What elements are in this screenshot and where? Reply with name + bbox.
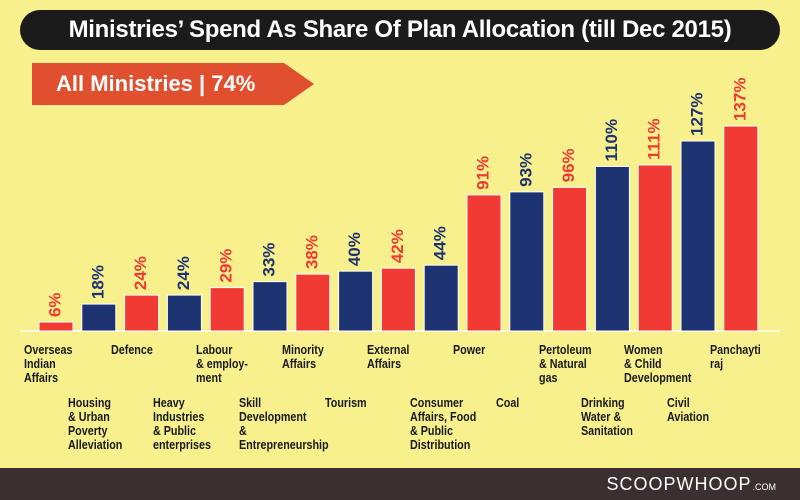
category-label: Pertoleum & Natural gas bbox=[538, 343, 592, 385]
category-label: Housing & Urban Poverty Alleviation bbox=[67, 396, 123, 452]
category-label: Consumer Affairs, Food & Public Distribu… bbox=[410, 396, 477, 452]
category-label: Tourism bbox=[324, 396, 367, 410]
category-label: Minority Affairs bbox=[281, 343, 324, 371]
bar bbox=[338, 270, 374, 332]
value-label: 42% bbox=[388, 229, 407, 263]
bar bbox=[552, 186, 588, 332]
value-label: 18% bbox=[88, 265, 107, 299]
value-label: 24% bbox=[131, 256, 150, 290]
value-label: 93% bbox=[516, 153, 535, 187]
category-label: Heavy Industries & Public enterprises bbox=[153, 396, 212, 452]
value-label: 33% bbox=[259, 243, 278, 277]
chart-title: Ministries’ Spend As Share Of Plan Alloc… bbox=[20, 10, 780, 50]
value-label: 38% bbox=[302, 235, 321, 269]
bar bbox=[680, 140, 716, 332]
bar bbox=[295, 273, 331, 332]
bar bbox=[38, 321, 74, 332]
category-label: External Affairs bbox=[367, 343, 410, 371]
bar bbox=[252, 281, 288, 332]
category-label: Women & Child Development bbox=[624, 343, 692, 385]
brand-suffix: .COM bbox=[752, 481, 777, 492]
category-label: Skill Development & Entrepreneurship bbox=[239, 396, 329, 452]
brand-logo: SCOOPWHOOP bbox=[606, 473, 752, 494]
value-label: 44% bbox=[431, 226, 450, 260]
category-label: Drinking Water & Sanitation bbox=[581, 396, 634, 438]
value-label: 96% bbox=[559, 148, 578, 182]
value-label: 111% bbox=[645, 118, 664, 160]
bar bbox=[124, 294, 160, 332]
bar bbox=[509, 191, 545, 332]
bar bbox=[423, 264, 459, 332]
summary-badge: All Ministries | 74% bbox=[32, 63, 314, 105]
category-label: Labour & employ- ment bbox=[196, 343, 249, 385]
value-label: 137% bbox=[730, 78, 749, 121]
value-label: 6% bbox=[45, 292, 64, 317]
category-label: Panchayti raj bbox=[709, 343, 761, 371]
value-label: 29% bbox=[217, 249, 236, 283]
category-label: Civil Aviation bbox=[667, 396, 710, 424]
bar bbox=[594, 165, 630, 332]
value-label: 91% bbox=[473, 156, 492, 190]
value-label: 24% bbox=[174, 256, 193, 290]
bar bbox=[166, 294, 202, 332]
bar bbox=[380, 267, 416, 332]
category-label: Overseas Indian Affairs bbox=[24, 343, 73, 385]
bar bbox=[637, 164, 673, 332]
bar bbox=[723, 125, 759, 332]
value-label: 40% bbox=[345, 232, 364, 266]
category-label: Coal bbox=[495, 396, 520, 410]
bar bbox=[209, 287, 245, 332]
footer-bar: SCOOPWHOOP .COM bbox=[0, 468, 800, 500]
bar bbox=[466, 194, 502, 332]
value-label: 127% bbox=[687, 93, 706, 136]
value-label: 110% bbox=[602, 119, 621, 162]
category-label: Power bbox=[453, 343, 486, 357]
bar bbox=[81, 303, 117, 332]
category-label: Defence bbox=[110, 343, 153, 357]
